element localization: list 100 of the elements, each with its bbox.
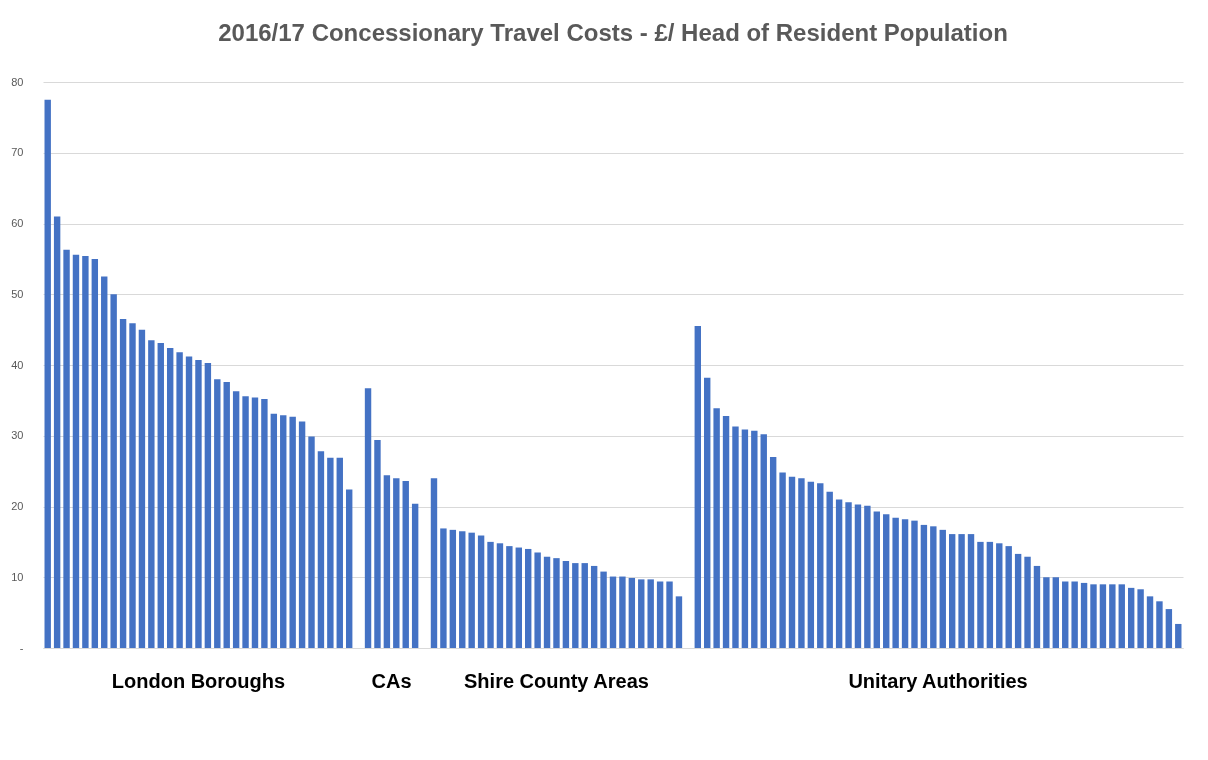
bar [694,326,701,648]
bar [506,546,513,648]
bar [336,457,343,648]
bar [72,254,80,648]
bar [892,517,899,648]
bar [779,472,786,648]
bar [327,457,334,648]
bar [411,503,419,648]
bar [826,491,833,648]
bar [619,576,626,648]
bar [383,475,391,648]
bar [590,565,598,648]
bar [63,249,70,648]
bar [948,534,956,648]
y-tick-label: 40 [11,358,24,371]
bar [543,556,551,648]
bar [638,579,645,648]
bar [704,377,711,648]
bar [468,532,475,648]
bar [1043,577,1050,648]
bar [675,596,683,648]
bar [1080,582,1088,648]
bar [534,552,541,648]
bar [1109,584,1116,648]
bar [854,504,862,648]
bar [628,577,636,648]
bar [82,256,89,648]
chart-title: 2016/17 Concessionary Travel Costs - £/ Head of Resident Population [218,19,1008,46]
bar [967,534,975,648]
bar [204,362,212,648]
bar [449,529,457,648]
bar [119,319,127,648]
bar [958,534,965,648]
bar [977,541,984,648]
bar [393,478,400,648]
bar [298,421,306,648]
bar [873,511,880,648]
bar [939,529,946,648]
bar [214,379,221,648]
bar [440,528,447,648]
bar [157,343,164,648]
bar [845,502,852,648]
bar [1175,623,1182,648]
bar [760,434,767,648]
bar [1005,546,1012,648]
bar [562,560,570,648]
bar [176,352,183,648]
bar [722,415,730,648]
bar [487,541,494,648]
bar [807,481,815,648]
bar [1090,584,1097,648]
bar [148,340,155,648]
bar [195,360,202,648]
bar [1071,581,1078,648]
bar [1127,587,1135,648]
bar [732,426,739,648]
bar [666,581,673,648]
bar [430,478,438,648]
bar [572,563,579,648]
bar [1033,565,1041,648]
text: London Boroughs [111,670,286,692]
bar [251,397,259,648]
bar [996,543,1003,648]
bar [91,258,99,648]
bar [138,329,146,648]
bar [901,519,909,648]
bar [364,388,372,648]
bar [798,478,805,648]
bar [788,476,796,648]
bar [477,535,485,648]
bar [600,571,607,648]
bar [459,531,466,648]
bar [864,505,871,648]
bar [402,481,409,648]
bar [713,408,720,648]
bar [1052,577,1060,648]
bar [751,430,758,648]
bar [769,456,777,648]
bar [261,398,268,648]
bar [817,483,824,648]
bar [101,276,108,648]
text: CAs [371,670,412,692]
y-tick-label: 80 [11,75,24,88]
bar [110,294,117,648]
bar [1156,601,1163,648]
bar [1165,609,1173,648]
bar [129,323,136,648]
y-tick-label: 30 [11,429,24,442]
bar [346,489,353,648]
bar [232,391,240,648]
bar [53,216,61,648]
bar [1137,589,1144,648]
bar [44,99,51,648]
bar [1024,556,1031,648]
bar [496,543,504,648]
bar [185,356,193,648]
y-tick-label: 20 [11,500,24,512]
bar [656,581,664,648]
bar [280,415,287,648]
bar [1118,584,1125,648]
